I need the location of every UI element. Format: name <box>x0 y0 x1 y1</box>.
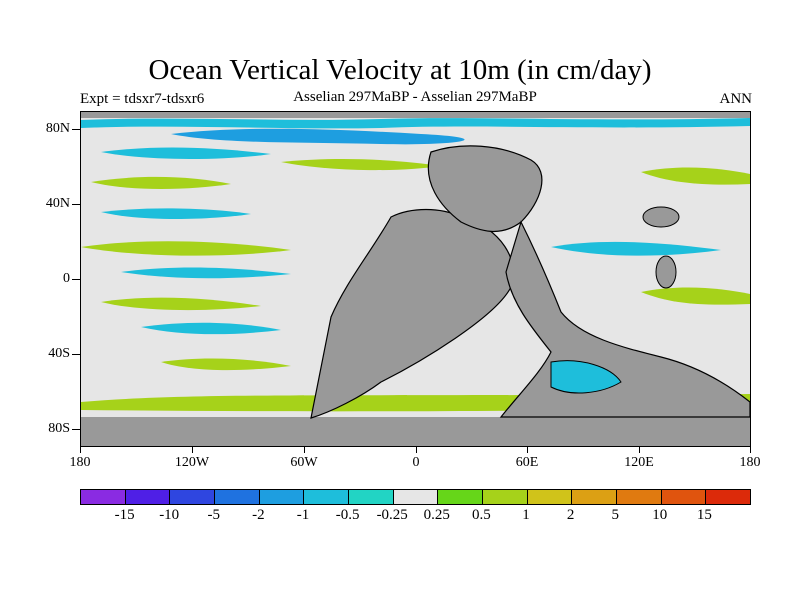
cyan-patch <box>141 322 281 335</box>
cyan-patch <box>121 267 291 279</box>
lon-label-180e: 180 <box>739 455 761 470</box>
lon-tick <box>416 447 417 453</box>
island <box>642 206 680 228</box>
colorbar-swatch <box>349 490 394 504</box>
colorbar <box>80 489 751 505</box>
colorbar-swatch <box>125 490 171 504</box>
colorbar-label: -0.5 <box>335 507 360 523</box>
lon-label-0: 0 <box>412 455 420 470</box>
velocity-map <box>80 111 751 447</box>
lat-tick <box>72 129 80 130</box>
south-pole-land <box>81 417 750 446</box>
cyan-patch <box>101 147 271 159</box>
map-title: Ocean Vertical Velocity at 10m (in cm/da… <box>148 54 652 86</box>
lat-label-40n: 40N <box>45 196 70 211</box>
lat-label-80n: 80N <box>45 121 70 136</box>
green-patch <box>281 159 441 171</box>
colorbar-label: 0.25 <box>423 507 450 523</box>
colorbar-swatch <box>393 490 439 504</box>
map-canvas <box>81 112 750 446</box>
colorbar-swatch <box>617 490 662 504</box>
green-patch <box>161 358 291 371</box>
green-patch <box>81 241 291 256</box>
inland-sea <box>550 360 622 394</box>
colorbar-label: 10 <box>652 507 668 523</box>
lat-tick <box>72 429 80 430</box>
north-pole-band <box>81 112 750 118</box>
colorbar-swatch <box>304 490 350 504</box>
colorbar-swatch <box>706 490 751 504</box>
colorbar-label: 2 <box>566 507 575 523</box>
lon-tick <box>750 447 751 453</box>
cyan-band <box>81 118 750 129</box>
lon-label-120w: 120W <box>174 455 210 470</box>
colorbar-swatch <box>483 490 528 504</box>
lon-label-120e: 120E <box>624 455 654 470</box>
lat-tick <box>72 279 80 280</box>
green-patch <box>91 176 231 189</box>
green-patch <box>101 297 261 311</box>
island <box>655 255 677 289</box>
blue-band <box>171 128 465 145</box>
lon-tick <box>639 447 640 453</box>
lon-tick <box>304 447 305 453</box>
colorbar-label: -0.25 <box>376 507 408 523</box>
experiment-label: Expt = tdsxr7-tdsxr6 <box>80 91 205 107</box>
colorbar-swatch <box>215 490 260 504</box>
lon-tick <box>192 447 193 453</box>
colorbar-swatch <box>170 490 216 504</box>
cyan-patch <box>551 241 721 256</box>
lon-label-60e: 60E <box>515 455 539 470</box>
colorbar-swatch <box>81 490 126 504</box>
lat-label-80s: 80S <box>48 421 70 436</box>
colorbar-swatch <box>259 490 305 504</box>
season-label: ANN <box>719 91 753 107</box>
lon-tick <box>527 447 528 453</box>
lat-label-40s: 40S <box>48 346 70 361</box>
colorbar-swatch <box>438 490 484 504</box>
colorbar-swatch <box>572 490 618 504</box>
colorbar-label: 1 <box>522 507 530 523</box>
colorbar-label: 5 <box>611 507 619 523</box>
green-patch <box>641 167 750 185</box>
lon-tick <box>80 447 81 453</box>
period-label: Asselian 297MaBP - Asselian 297MaBP <box>293 89 537 105</box>
colorbar-swatch <box>661 490 707 504</box>
lon-label-180w: 180 <box>69 455 91 470</box>
lat-label-0: 0 <box>63 271 70 286</box>
colorbar-label: -5 <box>207 507 221 523</box>
colorbar-label: -10 <box>159 507 180 523</box>
colorbar-label: 0.5 <box>472 507 491 523</box>
cyan-patch <box>101 208 251 219</box>
colorbar-label: -15 <box>114 507 135 523</box>
colorbar-swatch <box>527 490 573 504</box>
colorbar-label: 15 <box>696 507 712 523</box>
lon-label-60w: 60W <box>290 455 318 470</box>
green-patch <box>641 287 750 305</box>
lat-tick <box>72 204 80 205</box>
colorbar-label: -1 <box>296 507 310 523</box>
colorbar-label: -2 <box>252 507 265 523</box>
lat-tick <box>72 354 80 355</box>
